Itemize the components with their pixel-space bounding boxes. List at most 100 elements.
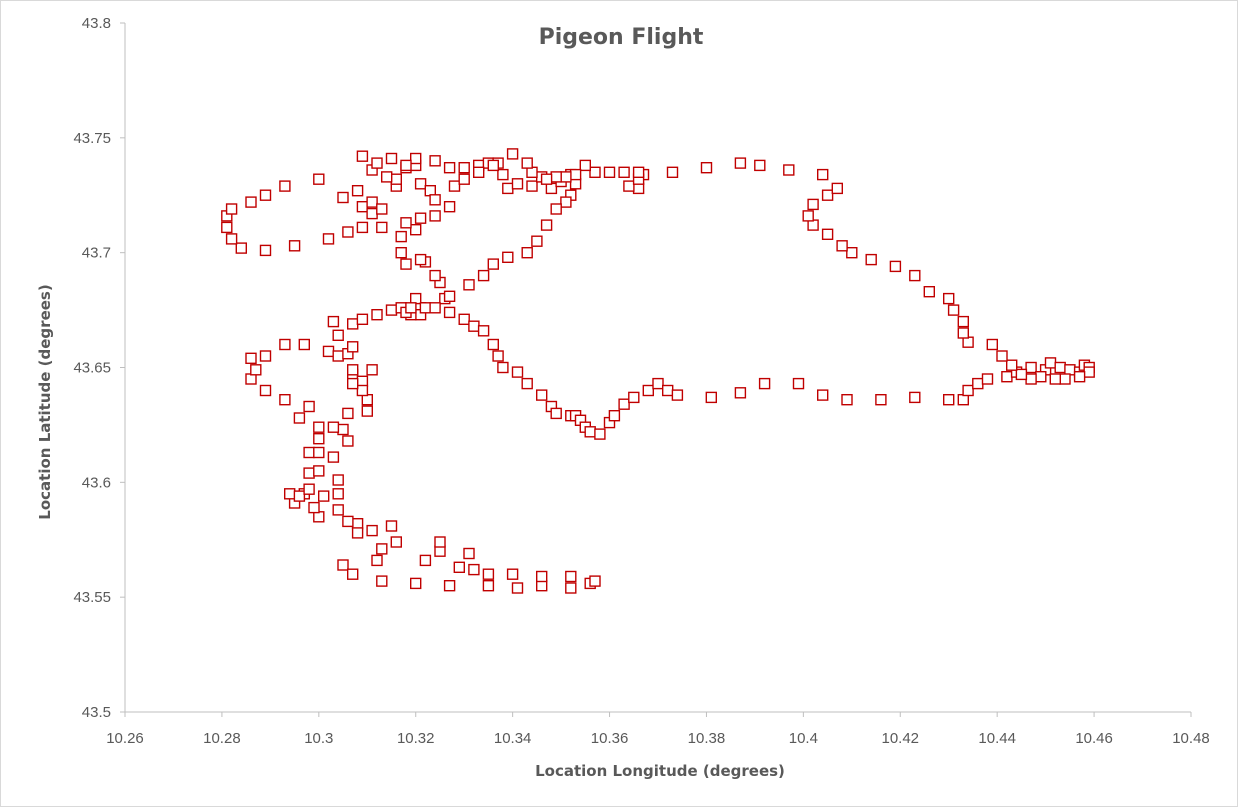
y-tick-label: 43.7: [82, 245, 111, 262]
data-point: [550, 171, 562, 183]
data-point: [385, 520, 398, 532]
data-point: [468, 320, 480, 332]
data-point: [443, 290, 456, 302]
x-tick-label: 10.4: [789, 730, 818, 747]
data-point: [1064, 364, 1076, 376]
data-point: [259, 350, 272, 362]
data-point: [356, 221, 369, 234]
data-point: [371, 554, 383, 567]
data-point: [1073, 371, 1086, 383]
data-point: [361, 405, 373, 417]
data-point: [1083, 366, 1095, 378]
data-point: [986, 338, 998, 351]
x-tick-label: 10.36: [591, 730, 629, 747]
data-point: [337, 559, 349, 571]
data-point: [889, 260, 902, 273]
data-point: [734, 157, 747, 169]
data-point: [972, 377, 984, 390]
data-point: [865, 253, 877, 266]
data-point: [536, 570, 548, 583]
data-point: [322, 345, 335, 358]
data-point: [506, 568, 519, 580]
data-point: [807, 219, 819, 231]
chart-title: Pigeon Flight: [539, 25, 704, 50]
data-point: [313, 446, 325, 459]
data-point: [395, 230, 407, 243]
data-point: [313, 173, 325, 185]
data-point: [875, 394, 887, 406]
data-point: [579, 159, 591, 172]
data-point: [245, 196, 257, 208]
data-point: [443, 306, 456, 319]
data-point: [371, 157, 383, 169]
data-point: [376, 575, 388, 587]
data-point: [734, 387, 747, 399]
data-point: [337, 191, 349, 204]
data-point: [245, 352, 257, 364]
data-point: [1006, 359, 1018, 371]
x-tick-label: 10.3: [304, 730, 333, 747]
data-point: [303, 446, 315, 459]
data-point: [831, 182, 843, 195]
data-point: [371, 309, 383, 321]
data-point: [608, 410, 621, 422]
data-point: [477, 325, 490, 337]
data-point: [536, 389, 548, 401]
data-point: [550, 407, 562, 420]
data-point: [943, 292, 955, 305]
data-point: [414, 178, 427, 190]
data-point: [1044, 357, 1057, 369]
data-point: [332, 504, 344, 516]
data-point: [473, 166, 485, 179]
data-point: [221, 221, 233, 234]
data-point: [589, 166, 601, 179]
y-tick-label: 43.75: [73, 130, 111, 147]
data-point: [1059, 373, 1071, 385]
data-point: [414, 212, 427, 224]
data-point: [225, 203, 238, 215]
data-point: [468, 563, 480, 576]
data-point: [385, 152, 398, 165]
data-point: [410, 223, 422, 236]
data-point: [303, 400, 315, 413]
data-point: [836, 240, 848, 252]
data-point: [497, 361, 509, 374]
data-point: [250, 364, 262, 376]
data-point: [342, 515, 354, 528]
data-point: [623, 180, 635, 192]
x-tick-label: 10.26: [106, 730, 144, 747]
data-point: [429, 269, 441, 282]
data-point: [288, 240, 301, 252]
data-point: [235, 242, 248, 254]
x-tick-label: 10.46: [1075, 730, 1113, 747]
data-point: [511, 178, 524, 190]
data-point: [347, 318, 359, 330]
data-point: [332, 488, 344, 500]
data-point: [347, 341, 359, 353]
data-point: [308, 501, 320, 514]
data-point: [506, 148, 519, 160]
data-point: [318, 490, 330, 502]
data-point: [434, 536, 446, 548]
y-tick-label: 43.8: [82, 15, 111, 32]
x-tick-label: 10.32: [397, 730, 435, 747]
data-point: [293, 412, 306, 424]
data-point: [448, 180, 461, 192]
data-point: [1001, 371, 1013, 383]
data-point: [390, 536, 402, 548]
x-tick-label: 10.44: [978, 730, 1016, 747]
data-point: [521, 246, 533, 259]
data-point: [414, 253, 427, 266]
data-point: [351, 184, 364, 197]
data-point: [361, 394, 373, 406]
data-point: [347, 568, 359, 580]
data-point: [405, 302, 417, 314]
data-point: [1035, 371, 1047, 383]
data-point: [531, 235, 543, 247]
data-point: [443, 200, 456, 213]
x-axis-ticks: 10.26 10.28 10.3 10.32 10.34 10.36 10.38 10.4 10…: [106, 712, 1210, 747]
data-point: [618, 398, 630, 410]
data-point: [923, 286, 935, 298]
data-point: [821, 228, 834, 241]
data-point: [666, 166, 679, 179]
